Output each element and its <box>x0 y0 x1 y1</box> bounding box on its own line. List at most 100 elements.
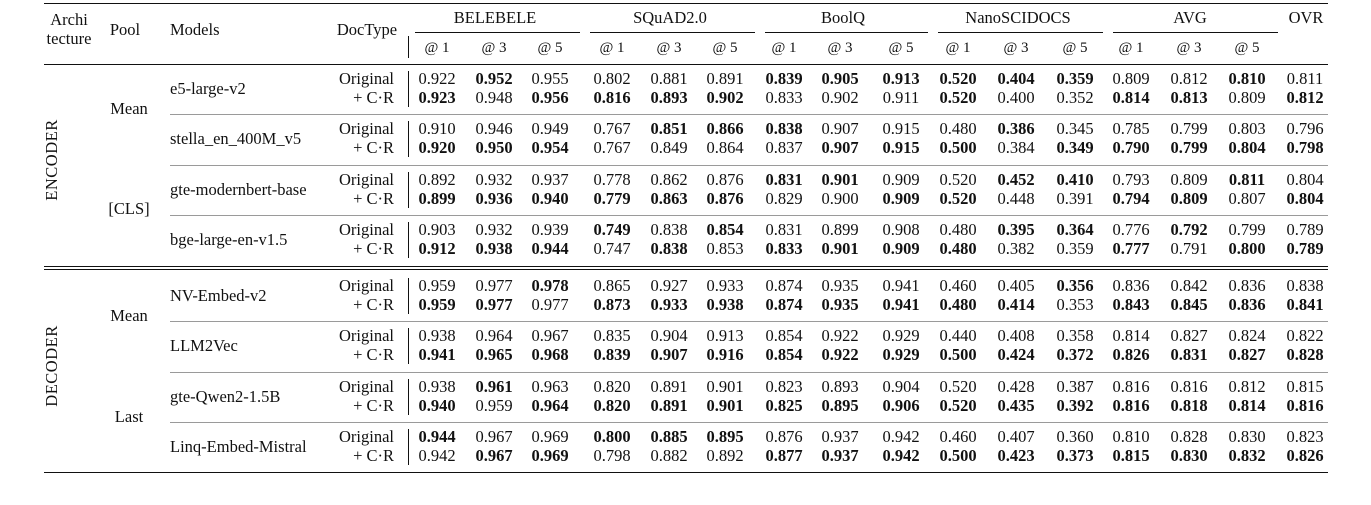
table-cell: 0.359 <box>1056 69 1094 88</box>
table-cell: 0.827 <box>1228 345 1266 364</box>
arch-label-decoder: DECODER <box>42 325 61 407</box>
table-cell: 0.410 <box>1056 170 1094 189</box>
table-cell: 0.838 <box>650 220 688 239</box>
table-cell: 0.904 <box>650 326 688 345</box>
table-cell: 0.812 <box>1228 377 1266 396</box>
table-cell: 0.353 <box>1056 295 1094 314</box>
pool-separator <box>170 372 1328 373</box>
doctype-cr: + C·R <box>353 396 394 415</box>
table-cell: 0.400 <box>997 88 1035 107</box>
header-group-avg: AVG <box>1173 8 1207 27</box>
header-at-3-1: @ 3 <box>656 40 682 56</box>
table-cell: 0.942 <box>418 446 456 465</box>
table-cell: 0.837 <box>765 138 803 157</box>
row-vertical-rule <box>408 379 409 415</box>
table-cell: 0.831 <box>1170 345 1208 364</box>
table-cell: 0.480 <box>939 220 977 239</box>
table-cell: 0.373 <box>1056 446 1094 465</box>
table-cell: 0.345 <box>1056 119 1094 138</box>
table-cell: 0.816 <box>1170 377 1208 396</box>
header-pool: Pool <box>109 20 141 39</box>
table-cell: 0.944 <box>418 427 456 446</box>
table-cell: 0.902 <box>821 88 859 107</box>
table-cell: 0.799 <box>1170 138 1208 157</box>
header-bottom-rule <box>44 64 1328 65</box>
table-cell: 0.935 <box>821 295 859 314</box>
table-cell: 0.854 <box>765 326 803 345</box>
table-cell: 0.961 <box>475 377 513 396</box>
table-cell: 0.387 <box>1056 377 1094 396</box>
table-cell: 0.391 <box>1056 189 1094 208</box>
header-architecture-line2: tecture <box>46 29 92 48</box>
table-cell: 0.836 <box>1112 276 1150 295</box>
header-ovr: OVR <box>1288 8 1324 27</box>
table-cell: 0.793 <box>1112 170 1150 189</box>
table-cell: 0.833 <box>765 239 803 258</box>
header-at-5-1: @ 5 <box>712 40 738 56</box>
table-cell: 0.841 <box>1286 295 1324 314</box>
table-cell: 0.448 <box>997 189 1035 208</box>
table-cell: 0.423 <box>997 446 1035 465</box>
table-cell: 0.873 <box>593 295 631 314</box>
table-cell: 0.881 <box>650 69 688 88</box>
table-cell: 0.822 <box>1286 326 1324 345</box>
table-cell: 0.900 <box>821 189 859 208</box>
header-doctype: DocType <box>336 20 398 39</box>
table-cell: 0.908 <box>882 220 920 239</box>
table-cell: 0.912 <box>418 239 456 258</box>
table-cell: 0.911 <box>882 88 920 107</box>
table-cell: 0.942 <box>882 427 920 446</box>
table-cell: 0.977 <box>475 276 513 295</box>
table-cell: 0.874 <box>765 295 803 314</box>
table-cell: 0.932 <box>475 170 513 189</box>
table-cell: 0.939 <box>531 220 569 239</box>
table-cell: 0.895 <box>821 396 859 415</box>
header-at-1-4: @ 1 <box>1118 40 1144 56</box>
table-cell: 0.927 <box>650 276 688 295</box>
header-group-squad: SQuAD2.0 <box>633 8 707 27</box>
table-cell: 0.812 <box>1170 69 1208 88</box>
table-cell: 0.828 <box>1286 345 1324 364</box>
table-cell: 0.901 <box>821 170 859 189</box>
table-cell: 0.826 <box>1286 446 1324 465</box>
table-cell: 0.818 <box>1170 396 1208 415</box>
header-at-5-3: @ 5 <box>1062 40 1088 56</box>
table-cell: 0.811 <box>1286 69 1324 88</box>
table-cell: 0.864 <box>706 138 744 157</box>
doctype-original: Original <box>339 326 394 345</box>
table-cell: 0.876 <box>706 170 744 189</box>
header-at-5-4: @ 5 <box>1234 40 1260 56</box>
table-cell: 0.828 <box>1170 427 1208 446</box>
table-cell: 0.829 <box>765 189 803 208</box>
header-models: Models <box>170 20 220 39</box>
model-separator <box>170 422 1328 423</box>
table-cell: 0.854 <box>765 345 803 364</box>
table-cell: 0.952 <box>475 69 513 88</box>
model-name: gte-modernbert-base <box>170 180 307 199</box>
table-cell: 0.942 <box>882 446 920 465</box>
table-cell: 0.435 <box>997 396 1035 415</box>
table-cell: 0.938 <box>418 326 456 345</box>
row-vertical-rule <box>408 71 409 107</box>
arch-label-encoder: ENCODER <box>42 119 61 201</box>
table-cell: 0.876 <box>706 189 744 208</box>
table-cell: 0.967 <box>475 427 513 446</box>
header-at-1-3: @ 1 <box>945 40 971 56</box>
table-cell: 0.959 <box>475 396 513 415</box>
doctype-original: Original <box>339 119 394 138</box>
table-cell: 0.909 <box>882 239 920 258</box>
table-cell: 0.964 <box>475 326 513 345</box>
pool-separator <box>170 165 1328 166</box>
table-cell: 0.891 <box>650 377 688 396</box>
table-cell: 0.935 <box>821 276 859 295</box>
table-cell: 0.838 <box>1286 276 1324 295</box>
table-cell: 0.814 <box>1228 396 1266 415</box>
table-cell: 0.830 <box>1170 446 1208 465</box>
table-cell: 0.359 <box>1056 239 1094 258</box>
table-cell: 0.816 <box>593 88 631 107</box>
table-cell: 0.382 <box>997 239 1035 258</box>
table-cell: 0.815 <box>1112 446 1150 465</box>
table-cell: 0.796 <box>1286 119 1324 138</box>
table-cell: 0.950 <box>475 138 513 157</box>
table-cell: 0.404 <box>997 69 1035 88</box>
